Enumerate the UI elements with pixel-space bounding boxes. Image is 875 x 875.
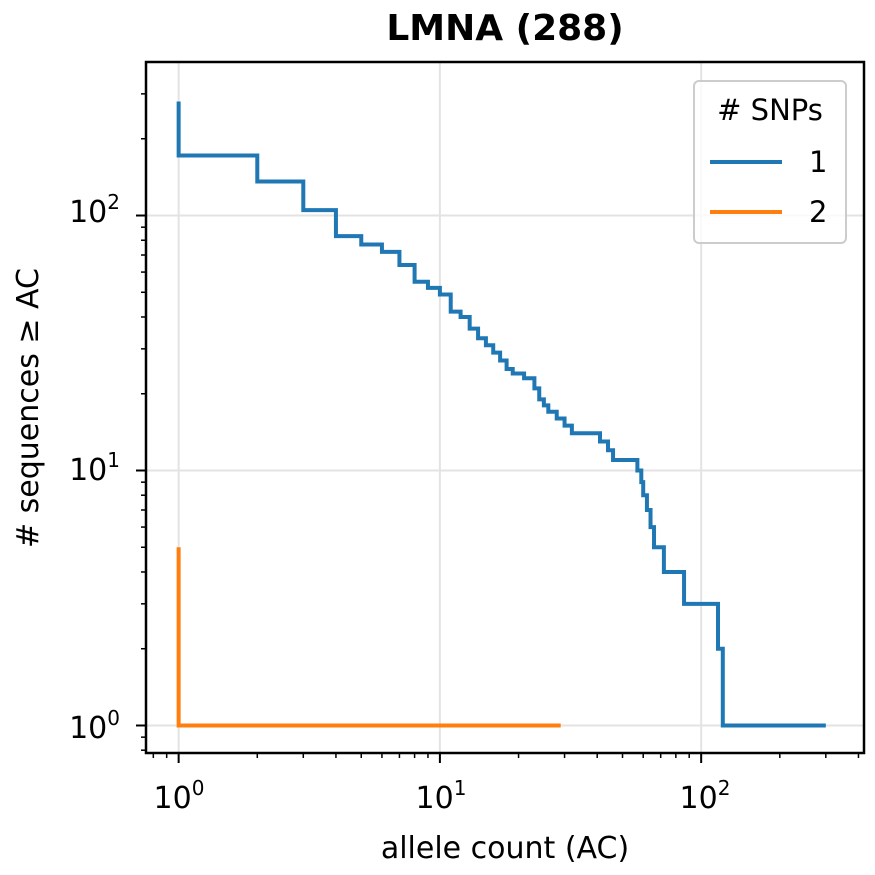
series-line-2 <box>176 547 561 728</box>
y-tick-base-0: 10 <box>69 711 107 746</box>
x-tick-label-2: 102 <box>680 776 731 816</box>
series-layer <box>176 101 826 728</box>
y-tick-base-1: 10 <box>69 453 107 488</box>
series-line-1 <box>176 101 826 728</box>
y-tick-label-2: 102 <box>69 190 120 230</box>
y-tick-base-2: 10 <box>69 195 107 230</box>
x-tick-exp-2: 2 <box>718 776 731 800</box>
plot-frame <box>144 60 866 755</box>
legend-entry-1: 1 <box>809 145 827 179</box>
major-ticks <box>136 214 703 763</box>
y-tick-exp-0: 0 <box>107 706 120 730</box>
y-tick-exp-1: 1 <box>107 448 120 472</box>
legend-entry-2: 2 <box>809 195 827 229</box>
legend: # SNPs 1 2 <box>693 80 847 244</box>
y-tick-label-0: 100 <box>69 706 120 746</box>
x-axis-label: allele count (AC) <box>381 831 629 866</box>
y-tick-exp-2: 2 <box>107 190 120 214</box>
legend-title: # SNPs <box>717 93 823 127</box>
x-tick-base-2: 10 <box>680 781 718 816</box>
chart-title: LMNA (288) <box>386 8 623 49</box>
x-tick-base-1: 10 <box>416 781 454 816</box>
y-axis-label: # sequences ≥ AC <box>11 268 46 548</box>
x-tick-base-0: 10 <box>154 781 192 816</box>
x-tick-exp-0: 0 <box>192 776 205 800</box>
y-tick-label-1: 101 <box>69 448 120 488</box>
x-tick-label-0: 100 <box>154 776 205 816</box>
x-tick-label-1: 101 <box>416 776 467 816</box>
x-tick-exp-1: 1 <box>454 776 467 800</box>
